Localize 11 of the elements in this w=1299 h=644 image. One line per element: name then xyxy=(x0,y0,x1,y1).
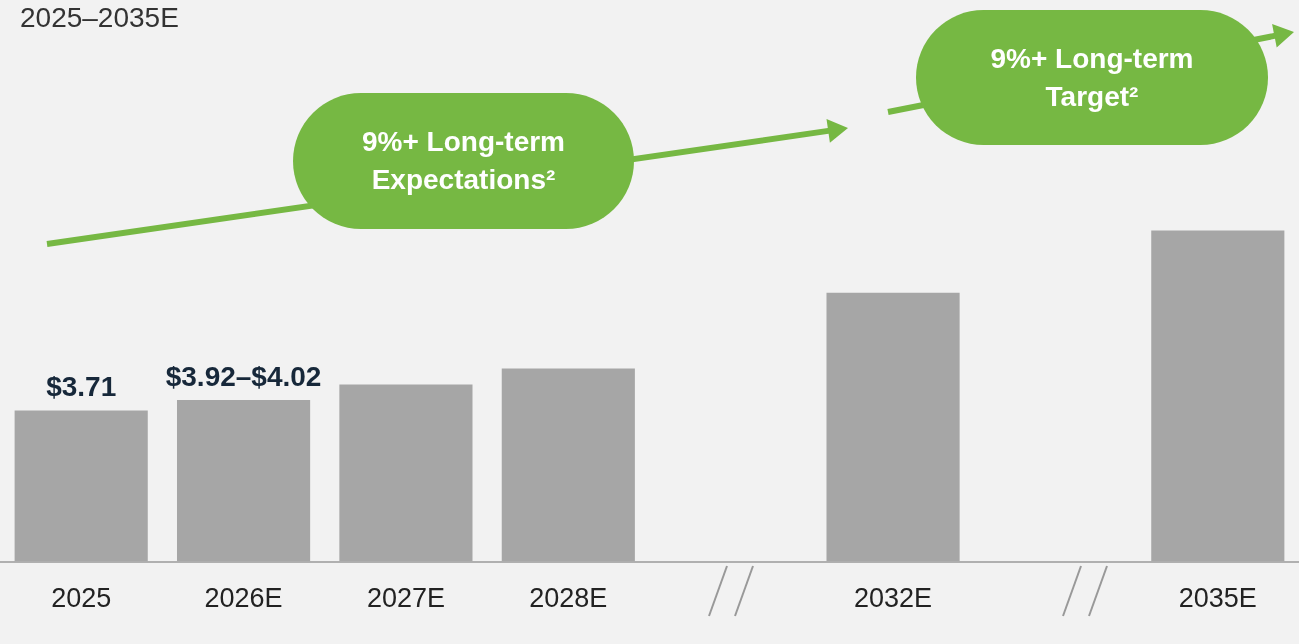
text: 9%+ Long-term Target² xyxy=(916,10,1268,145)
x-tick-label: 2035E xyxy=(1178,583,1257,614)
x-tick-label: 2028E xyxy=(529,583,608,614)
data-label: $3.71 xyxy=(46,371,117,403)
x-tick-label: 2025 xyxy=(51,583,112,614)
data-label: $3.92–$4.02 xyxy=(165,360,322,392)
chart-title: 2025–2035E xyxy=(20,2,179,34)
x-tick-label: 2026E xyxy=(204,583,283,614)
x-tick-label: 2027E xyxy=(366,583,445,614)
x-tick-label: 2032E xyxy=(854,583,933,614)
text: 9%+ Long-term Expectations² xyxy=(293,93,634,229)
